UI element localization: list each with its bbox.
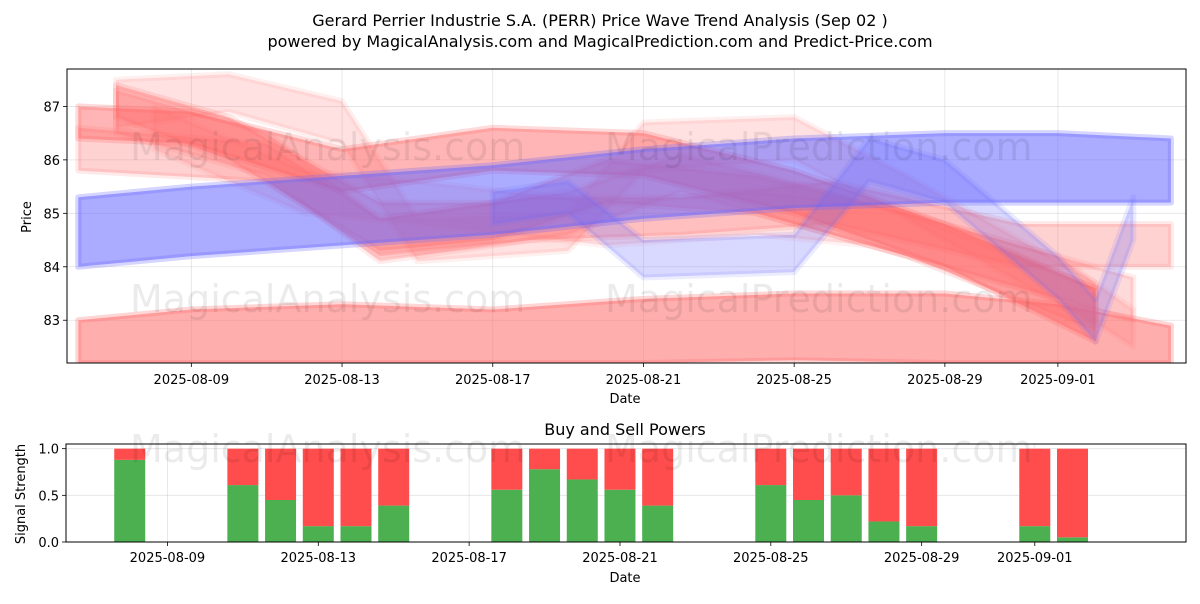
buy-bar bbox=[830, 495, 862, 542]
signal-chart-title: Buy and Sell Powers bbox=[544, 420, 706, 439]
blue-wave-1 bbox=[75, 130, 1174, 270]
price-xtick-label: 2025-09-01 bbox=[1020, 373, 1096, 388]
sell-bar bbox=[340, 448, 372, 527]
price-xtick-label: 2025-08-09 bbox=[154, 373, 230, 388]
chart-subtitle: powered by MagicalAnalysis.com and Magic… bbox=[267, 32, 932, 51]
buy-bar bbox=[793, 500, 825, 542]
sell-bar bbox=[566, 448, 598, 480]
buy-bar bbox=[114, 459, 146, 542]
signal-ytick-label: 0.0 bbox=[38, 536, 59, 551]
signal-xtick-label: 2025-08-25 bbox=[733, 551, 809, 566]
signal-xtick-label: 2025-08-09 bbox=[130, 551, 206, 566]
signal-chart-xlabel: Date bbox=[609, 571, 640, 586]
watermark-top-left: MagicalAnalysis.com bbox=[130, 125, 525, 169]
buy-bar bbox=[529, 469, 561, 542]
price-chart-ylabel: Price bbox=[20, 201, 35, 233]
signal-xtick-label: 2025-08-17 bbox=[431, 551, 507, 566]
price-xtick-label: 2025-08-13 bbox=[304, 373, 380, 388]
signal-xtick-label: 2025-08-29 bbox=[884, 551, 960, 566]
price-chart-frame bbox=[66, 68, 1187, 364]
price-xtick-label: 2025-08-17 bbox=[455, 373, 531, 388]
watermark-top-right: MagicalPrediction.com bbox=[605, 125, 1033, 169]
signal-bars bbox=[114, 448, 1088, 542]
sell-bar bbox=[793, 448, 825, 500]
buy-bar bbox=[302, 526, 334, 542]
buy-bar bbox=[755, 485, 787, 542]
buy-bar bbox=[378, 505, 410, 542]
price-ytick-label: 83 bbox=[43, 314, 60, 329]
sell-bar bbox=[755, 448, 787, 486]
price-wave-bands bbox=[75, 71, 1174, 363]
sell-bar bbox=[265, 448, 297, 500]
sell-bar bbox=[529, 448, 561, 470]
price-chart-xlabel: Date bbox=[609, 392, 640, 407]
buy-bar bbox=[1056, 537, 1088, 542]
price-chart-axes: 83 84 85 86 87 2025-08-09 2025-08-13 2025-08-17… bbox=[43, 68, 1187, 388]
buy-bar bbox=[1019, 526, 1051, 542]
signal-xtick-label: 2025-08-21 bbox=[582, 551, 658, 566]
price-ytick-label: 85 bbox=[43, 207, 60, 222]
watermark-bottom-right: MagicalPrediction.com bbox=[605, 427, 1033, 471]
watermark-mid-left: MagicalAnalysis.com bbox=[130, 277, 525, 321]
signal-chart-axes: 0.0 0.5 1.0 2025-08-09 2025-08-13 2025-08-17 2… bbox=[38, 443, 1187, 566]
price-ytick-label: 87 bbox=[43, 100, 60, 115]
buy-bar bbox=[340, 526, 372, 542]
watermark-mid-right: MagicalPrediction.com bbox=[605, 277, 1033, 321]
buy-bar bbox=[491, 489, 523, 542]
price-xtick-label: 2025-08-25 bbox=[756, 373, 832, 388]
signal-chart-frame bbox=[65, 443, 1187, 543]
price-ytick-label: 86 bbox=[43, 154, 60, 169]
sell-bar bbox=[1056, 448, 1088, 538]
watermark-bottom-left: MagicalAnalysis.com bbox=[130, 427, 525, 471]
buy-bar bbox=[227, 485, 259, 542]
price-ytick-label: 84 bbox=[43, 261, 60, 276]
sell-bar bbox=[302, 448, 334, 527]
sell-bar bbox=[642, 448, 674, 506]
sell-bar bbox=[378, 448, 410, 506]
signal-xtick-label: 2025-08-13 bbox=[281, 551, 357, 566]
red-wave-low bbox=[75, 290, 1174, 363]
buy-bar bbox=[642, 505, 674, 542]
sell-bar bbox=[830, 448, 862, 496]
buy-bar bbox=[566, 479, 598, 542]
sell-bar bbox=[604, 448, 636, 490]
blue-wave-2 bbox=[489, 135, 1137, 345]
sell-bar bbox=[114, 448, 146, 460]
signal-ytick-label: 0.5 bbox=[38, 489, 59, 504]
sell-bar bbox=[868, 448, 900, 522]
buy-bar bbox=[604, 489, 636, 542]
sell-bar bbox=[1019, 448, 1051, 527]
price-wave-group bbox=[75, 71, 1174, 363]
signal-xtick-label: 2025-09-01 bbox=[997, 551, 1073, 566]
signal-ytick-label: 1.0 bbox=[38, 443, 59, 458]
sell-bar bbox=[906, 448, 938, 527]
price-xtick-label: 2025-08-29 bbox=[907, 373, 983, 388]
signal-chart-ylabel: Signal Strength bbox=[14, 444, 29, 544]
sell-bar bbox=[491, 448, 523, 490]
price-xtick-label: 2025-08-21 bbox=[606, 373, 682, 388]
buy-bar bbox=[265, 500, 297, 542]
sell-bar bbox=[227, 448, 259, 486]
buy-bar bbox=[906, 526, 938, 542]
chart-title: Gerard Perrier Industrie S.A. (PERR) Pri… bbox=[312, 11, 887, 30]
buy-bar bbox=[868, 521, 900, 542]
